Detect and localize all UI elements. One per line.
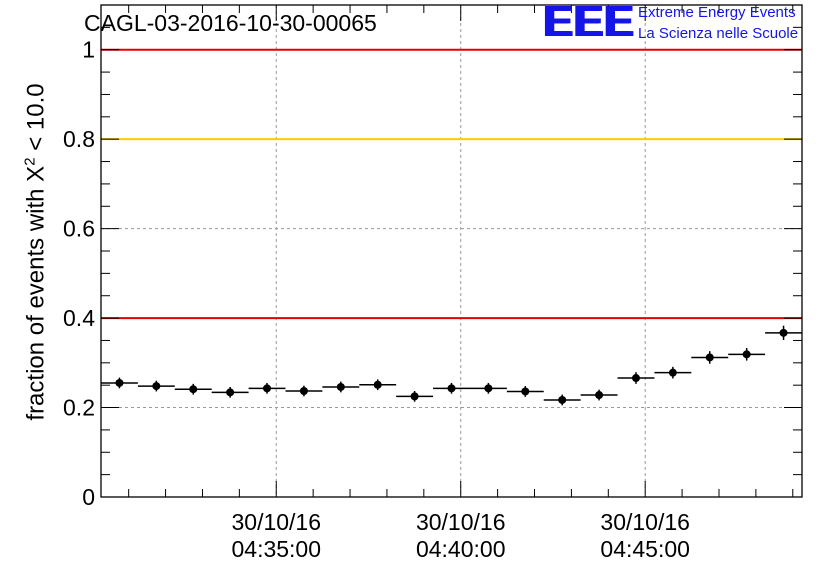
point-marker xyxy=(263,384,272,393)
point-marker xyxy=(668,368,677,377)
y-label-suffix: < 10.0 xyxy=(22,83,50,158)
data-point xyxy=(691,351,729,364)
tick-labels: 00.20.40.60.8130/10/1604:35:0030/10/1604… xyxy=(63,37,690,562)
y-tick-label: 0 xyxy=(82,484,95,510)
point-marker xyxy=(447,384,456,393)
y-tick-label: 0.4 xyxy=(63,305,95,331)
eee-logo-icon: EEE xyxy=(543,0,635,46)
y-label-prefix: fraction of events with xyxy=(22,181,50,421)
y-tick-label: 0.6 xyxy=(63,216,95,242)
point-marker xyxy=(226,388,235,397)
data-point xyxy=(543,394,581,406)
point-marker xyxy=(152,382,161,391)
point-marker xyxy=(705,353,714,362)
point-marker xyxy=(779,328,788,337)
y-tick-label: 1 xyxy=(82,37,95,63)
x-tick-label-time: 04:40:00 xyxy=(416,536,506,562)
logo-line-2: La Scienza nelle Scuole xyxy=(638,25,799,42)
point-marker xyxy=(521,387,530,396)
x-tick-label-date: 30/10/16 xyxy=(600,509,690,535)
y-label-superscript: 2 xyxy=(21,157,39,166)
chart-title: CAGL-03-2016-10-30-00065 xyxy=(84,10,377,36)
point-marker xyxy=(742,350,751,359)
data-points xyxy=(101,325,802,406)
point-marker xyxy=(595,391,604,400)
x-tick-label-date: 30/10/16 xyxy=(416,509,506,535)
data-point xyxy=(174,383,212,395)
y-tick-label: 0.8 xyxy=(63,126,95,152)
data-point xyxy=(506,386,544,397)
point-marker xyxy=(558,395,567,404)
data-point xyxy=(359,379,397,391)
y-label-symbol: X xyxy=(22,165,50,182)
data-point xyxy=(728,348,766,361)
reference-lines xyxy=(101,48,802,320)
point-marker xyxy=(336,382,345,391)
data-point xyxy=(211,386,249,398)
data-point xyxy=(322,381,360,393)
x-tick-label-time: 04:35:00 xyxy=(231,536,321,562)
data-point xyxy=(396,390,434,402)
data-point xyxy=(469,382,507,394)
data-point xyxy=(433,382,470,394)
data-point xyxy=(617,372,655,384)
point-marker xyxy=(373,380,382,389)
data-point xyxy=(248,382,286,394)
data-point xyxy=(285,385,323,397)
data-point xyxy=(137,380,175,392)
grid-lines xyxy=(101,5,802,497)
data-point xyxy=(580,389,618,401)
x-tick-label-time: 04:45:00 xyxy=(600,536,690,562)
logo-line-1: Extreme Energy Events xyxy=(638,4,796,21)
data-point xyxy=(654,366,692,379)
data-point xyxy=(101,377,138,389)
y-tick-label: 0.2 xyxy=(63,395,95,421)
point-marker xyxy=(299,386,308,395)
point-marker xyxy=(484,384,493,393)
point-marker xyxy=(189,385,198,394)
plot-frame xyxy=(100,4,803,498)
point-marker xyxy=(410,392,419,401)
data-point xyxy=(765,325,802,341)
axis-ticks xyxy=(101,4,802,498)
x-tick-label-date: 30/10/16 xyxy=(231,509,321,535)
point-marker xyxy=(631,374,640,383)
point-marker xyxy=(115,378,124,387)
plot-area-border xyxy=(100,4,803,498)
